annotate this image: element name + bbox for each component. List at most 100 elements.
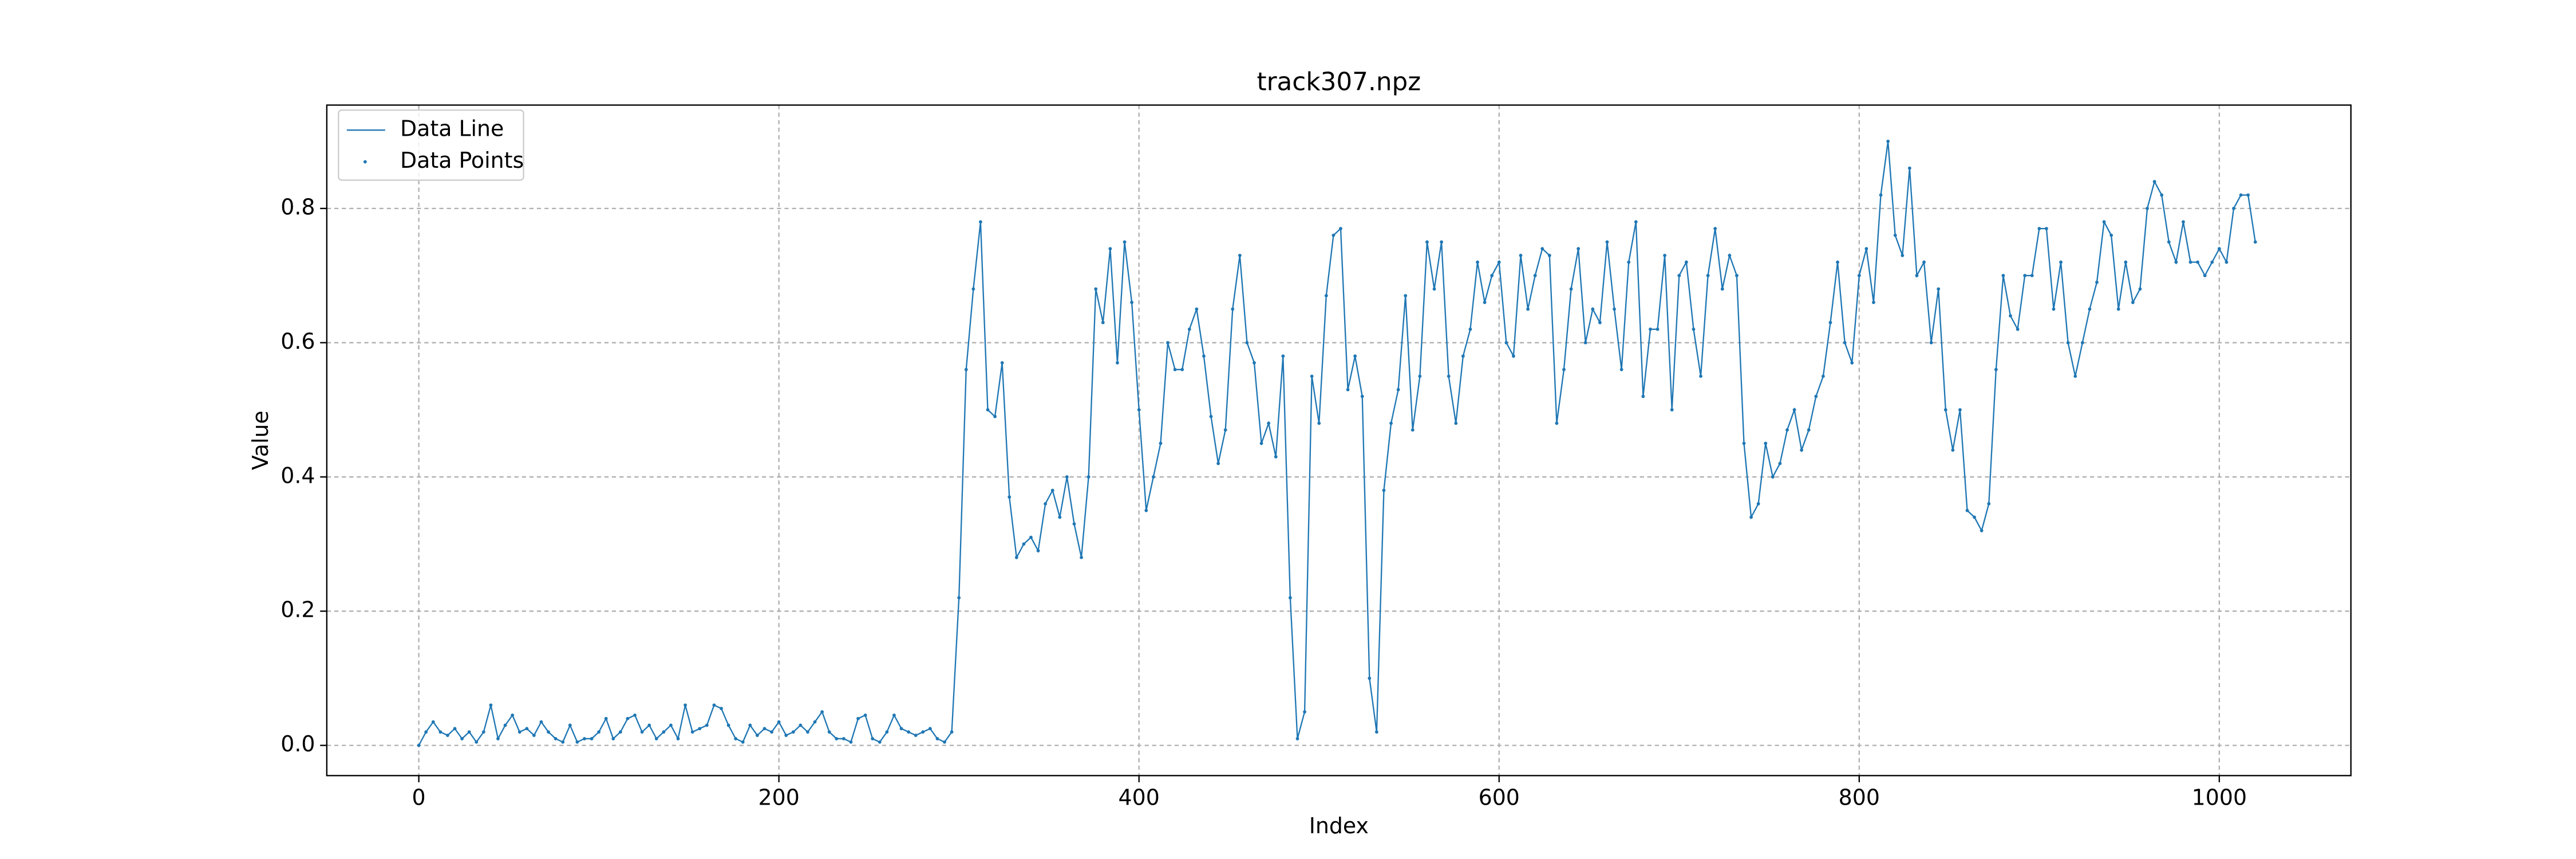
data-point (2167, 240, 2171, 244)
data-point (1008, 495, 1012, 499)
data-point (1706, 274, 1710, 278)
data-point (1857, 274, 1861, 278)
data-point (957, 596, 961, 600)
data-point (1562, 368, 1566, 372)
data-point (1274, 455, 1278, 459)
data-point (525, 727, 529, 731)
data-point (2217, 247, 2221, 251)
data-point (1771, 475, 1775, 479)
data-point (1303, 710, 1306, 714)
data-point (770, 730, 773, 734)
data-point (1080, 555, 1083, 559)
data-point (626, 716, 630, 720)
data-point (1822, 375, 1825, 378)
y-tick-label: 0.4 (280, 463, 315, 488)
data-point (2030, 274, 2034, 278)
data-point (1792, 408, 1796, 412)
data-point (993, 415, 997, 419)
data-point (517, 730, 521, 734)
data-point (1173, 368, 1177, 372)
data-point (532, 734, 536, 737)
data-point (1994, 368, 1998, 372)
data-point (1360, 395, 1364, 399)
data-point (841, 736, 846, 740)
data-point (438, 730, 442, 734)
data-point (2059, 260, 2063, 264)
data-point (1850, 361, 1854, 365)
data-point (1166, 341, 1170, 345)
data-point (1310, 375, 1314, 378)
data-point (1951, 448, 1955, 452)
data-point (2232, 207, 2235, 210)
data-point (1764, 442, 1768, 446)
data-point (683, 703, 688, 707)
data-point (1101, 321, 1105, 325)
data-point (813, 720, 817, 724)
data-point (1447, 375, 1451, 378)
data-point (1346, 388, 1350, 392)
data-point (914, 734, 918, 737)
data-point (417, 743, 421, 747)
legend-label: Data Line (400, 116, 504, 141)
data-point (1577, 247, 1581, 251)
data-point (2045, 227, 2048, 231)
data-point (1677, 274, 1681, 278)
legend-box (338, 109, 524, 181)
data-point (1627, 260, 1631, 264)
data-point (2109, 233, 2113, 237)
data-point (748, 723, 752, 727)
data-point (2001, 274, 2005, 278)
data-point (1749, 515, 1753, 519)
x-tick-label: 400 (1119, 785, 1160, 810)
data-point (1692, 328, 1696, 331)
data-point (2174, 260, 2178, 264)
y-tick-label: 0.8 (280, 194, 315, 219)
data-point (1634, 220, 1638, 224)
data-point (741, 740, 745, 744)
data-point (1656, 328, 1660, 331)
data-point (892, 713, 896, 717)
data-point (2225, 260, 2229, 264)
data-point (1253, 361, 1256, 365)
data-point (712, 703, 716, 707)
data-point (820, 710, 824, 714)
data-point (1454, 421, 1458, 425)
data-point (1504, 341, 1508, 345)
data-point (2016, 328, 2020, 331)
data-point (1670, 408, 1674, 412)
data-point (1742, 442, 1746, 446)
data-point (1288, 596, 1292, 600)
legend-point-swatch (363, 160, 367, 164)
data-point (2160, 193, 2164, 197)
data-point (777, 720, 781, 724)
data-point (1209, 415, 1213, 419)
data-point (2066, 341, 2070, 345)
data-point (907, 730, 911, 734)
data-point (1317, 421, 1321, 425)
data-point (964, 368, 968, 372)
data-point (784, 734, 788, 737)
data-point (1159, 442, 1163, 446)
data-point (1180, 368, 1184, 372)
data-point (1583, 341, 1587, 345)
data-point (2073, 375, 2077, 378)
data-point (467, 730, 471, 734)
data-point (1116, 361, 1119, 365)
x-tick-label: 600 (1479, 785, 1520, 810)
data-point (899, 727, 903, 731)
data-point (575, 740, 579, 744)
data-point (676, 736, 680, 740)
data-point (690, 730, 694, 734)
data-point (2138, 287, 2142, 291)
data-point (1432, 287, 1436, 291)
data-line (418, 141, 2256, 746)
data-point (1353, 354, 1357, 358)
data-point (1807, 428, 1811, 432)
data-point (1533, 274, 1537, 278)
data-point (1295, 736, 1299, 740)
data-point (720, 707, 723, 711)
data-point (1886, 139, 1890, 143)
data-point (1187, 328, 1191, 331)
data-point (871, 736, 875, 740)
